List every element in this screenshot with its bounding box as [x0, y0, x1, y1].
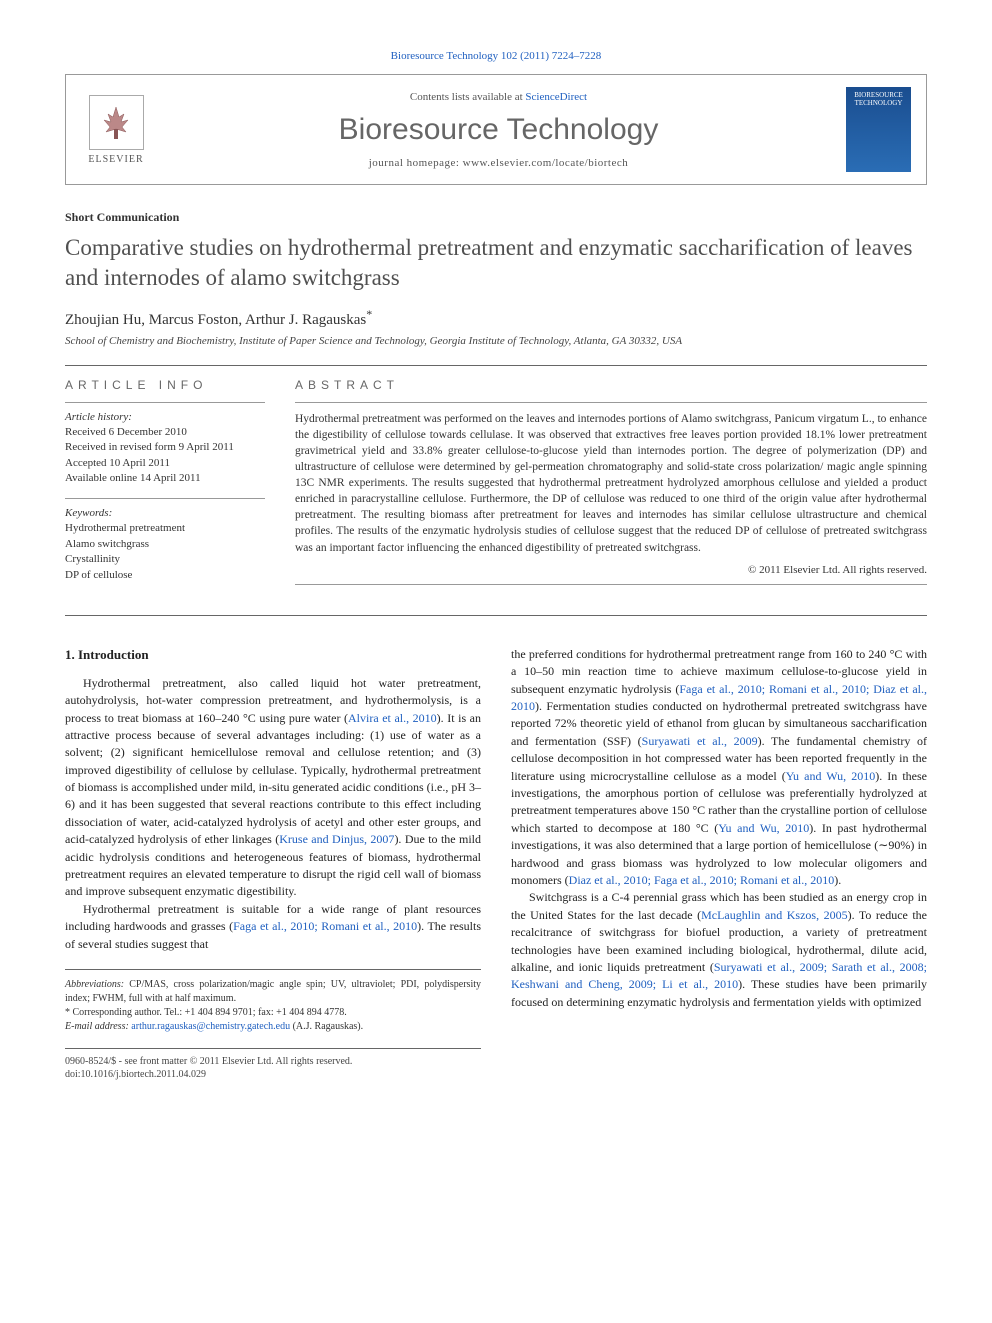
contents-text: Contents lists available at	[410, 91, 525, 103]
sciencedirect-link[interactable]: ScienceDirect	[525, 91, 587, 103]
keyword: Alamo switchgrass	[65, 537, 265, 552]
article-section-type: Short Communication	[65, 210, 927, 225]
citation-link[interactable]: Yu and Wu, 2010	[786, 769, 876, 783]
doi-line: doi:10.1016/j.biortech.2011.04.029	[65, 1068, 481, 1081]
elsevier-logo: ELSEVIER	[81, 95, 151, 165]
journal-header-box: ELSEVIER Contents lists available at Sci…	[65, 74, 927, 185]
info-divider	[295, 584, 927, 585]
elsevier-tree-icon	[89, 95, 144, 150]
info-divider	[295, 402, 927, 403]
corr-label: * Corresponding author.	[65, 1007, 162, 1018]
body-text: ).	[834, 873, 841, 887]
body-paragraph: Hydrothermal pretreatment, also called l…	[65, 675, 481, 901]
abstract-col: ABSTRACT Hydrothermal pretreatment was p…	[295, 378, 927, 595]
email-person: (A.J. Ragauskas).	[290, 1021, 363, 1032]
intro-heading: 1. Introduction	[65, 646, 481, 665]
body-paragraph: Hydrothermal pretreatment is suitable fo…	[65, 901, 481, 953]
accepted-date: Accepted 10 April 2011	[65, 456, 265, 471]
header-center: Contents lists available at ScienceDirec…	[171, 91, 826, 169]
article-title: Comparative studies on hydrothermal pret…	[65, 233, 927, 293]
cover-title: BIORESOURCE TECHNOLOGY	[850, 91, 907, 107]
journal-name: Bioresource Technology	[171, 113, 826, 147]
info-abstract-row: ARTICLE INFO Article history: Received 6…	[65, 378, 927, 595]
abstract-text: Hydrothermal pretreatment was performed …	[295, 411, 927, 556]
divider	[65, 615, 927, 616]
body-two-col: 1. Introduction Hydrothermal pretreatmen…	[65, 646, 927, 1081]
authors-names: Zhoujian Hu, Marcus Foston, Arthur J. Ra…	[65, 312, 366, 328]
front-matter-line: 0960-8524/$ - see front matter © 2011 El…	[65, 1055, 481, 1068]
info-divider	[65, 402, 265, 403]
revised-date: Received in revised form 9 April 2011	[65, 440, 265, 455]
citation-link[interactable]: Diaz et al., 2010; Faga et al., 2010; Ro…	[569, 873, 835, 887]
journal-cover-thumb: BIORESOURCE TECHNOLOGY	[846, 87, 911, 172]
footer-block: 0960-8524/$ - see front matter © 2011 El…	[65, 1048, 481, 1081]
article-info-col: ARTICLE INFO Article history: Received 6…	[65, 378, 265, 595]
keywords-block: Keywords: Hydrothermal pretreatment Alam…	[65, 507, 265, 583]
citation-link[interactable]: Faga et al., 2010; Romani et al., 2010	[233, 919, 417, 933]
journal-homepage: journal homepage: www.elsevier.com/locat…	[171, 157, 826, 169]
header-citation: Bioresource Technology 102 (2011) 7224–7…	[65, 50, 927, 62]
citation-link[interactable]: Kruse and Dinjus, 2007	[279, 832, 394, 846]
citation-link[interactable]: Bioresource Technology 102 (2011) 7224–7…	[391, 50, 602, 62]
citation-link[interactable]: Suryawati et al., 2009	[642, 734, 758, 748]
keywords-label: Keywords:	[65, 507, 265, 519]
received-date: Received 6 December 2010	[65, 425, 265, 440]
correspondence-line: * Corresponding author. Tel.: +1 404 894…	[65, 1006, 481, 1020]
abstract-heading: ABSTRACT	[295, 378, 927, 392]
history-label: Article history:	[65, 411, 265, 423]
body-paragraph: the preferred conditions for hydrotherma…	[511, 646, 927, 889]
publisher-name: ELSEVIER	[81, 154, 151, 165]
keyword: Hydrothermal pretreatment	[65, 521, 265, 536]
citation-link[interactable]: Alvira et al., 2010	[348, 711, 437, 725]
citation-link[interactable]: Yu and Wu, 2010	[718, 821, 809, 835]
email-label: E-mail address:	[65, 1021, 129, 1032]
affiliation: School of Chemistry and Biochemistry, In…	[65, 335, 927, 347]
abstract-copyright: © 2011 Elsevier Ltd. All rights reserved…	[295, 564, 927, 576]
citation-link[interactable]: McLaughlin and Kszos, 2005	[701, 908, 847, 922]
abbreviations-line: Abbreviations: CP/MAS, cross polarizatio…	[65, 978, 481, 1006]
divider	[65, 365, 927, 366]
contents-line: Contents lists available at ScienceDirec…	[171, 91, 826, 103]
body-paragraph: Switchgrass is a C-4 perennial grass whi…	[511, 889, 927, 1011]
body-col-left: 1. Introduction Hydrothermal pretreatmen…	[65, 646, 481, 1081]
email-line: E-mail address: arthur.ragauskas@chemist…	[65, 1020, 481, 1034]
email-link[interactable]: arthur.ragauskas@chemistry.gatech.edu	[131, 1021, 290, 1032]
article-info-heading: ARTICLE INFO	[65, 378, 265, 392]
article-history-block: Article history: Received 6 December 201…	[65, 411, 265, 487]
abbrev-label: Abbreviations:	[65, 979, 124, 990]
authors-line: Zhoujian Hu, Marcus Foston, Arthur J. Ra…	[65, 307, 927, 329]
abbrev-text: CP/MAS, cross polarization/magic angle s…	[65, 979, 481, 1004]
info-divider	[65, 498, 265, 499]
corr-text: Tel.: +1 404 894 9701; fax: +1 404 894 4…	[162, 1007, 347, 1018]
keyword: DP of cellulose	[65, 568, 265, 583]
keyword: Crystallinity	[65, 552, 265, 567]
body-col-right: the preferred conditions for hydrotherma…	[511, 646, 927, 1081]
corr-asterisk: *	[366, 307, 372, 321]
online-date: Available online 14 April 2011	[65, 471, 265, 486]
footnotes-block: Abbreviations: CP/MAS, cross polarizatio…	[65, 969, 481, 1034]
body-text: ). It is an attractive process because o…	[65, 711, 481, 847]
